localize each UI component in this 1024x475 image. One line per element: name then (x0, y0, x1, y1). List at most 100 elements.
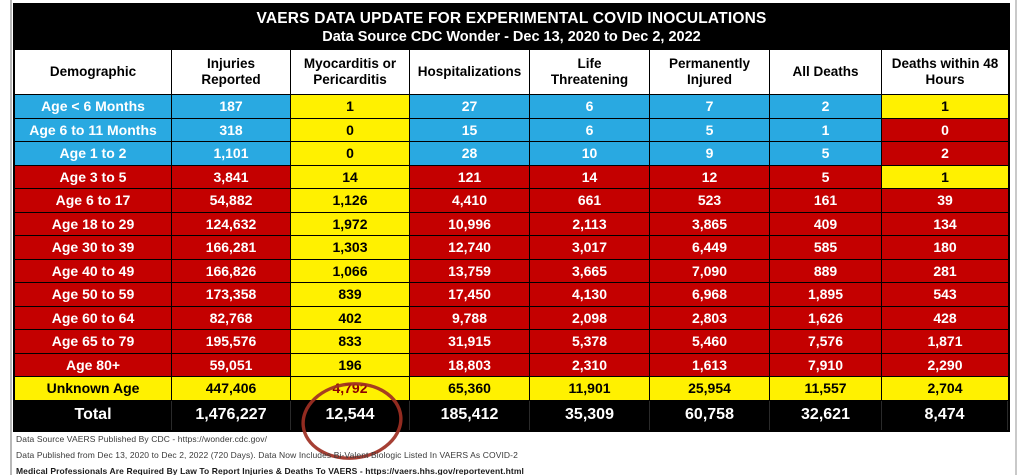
row-label: Age 80+ (15, 353, 172, 377)
right-edge-divider (1015, 0, 1017, 475)
value-cell: 447,406 (172, 377, 291, 401)
total-row: Total 1,476,227 12,544 185,412 35,309 60,758 3… (15, 400, 1008, 430)
value-cell: 5,460 (650, 330, 770, 354)
value-cell: 1 (291, 95, 410, 119)
table-row: Age < 6 Months 187 1 27 6 7 2 1 (15, 95, 1008, 119)
row-label: Age 18 to 29 (15, 212, 172, 236)
value-cell: 9 (650, 142, 770, 166)
value-cell: 0 (291, 118, 410, 142)
column-header: Permanently Injured (650, 50, 770, 95)
column-header: Injuries Reported (172, 50, 291, 95)
value-cell: 17,450 (410, 283, 530, 307)
table-body: Age < 6 Months 187 1 27 6 7 2 1 Age 6 to 11 Mont… (15, 95, 1008, 430)
value-cell: 5 (650, 118, 770, 142)
value-cell: 543 (882, 283, 1008, 307)
value-cell: 833 (291, 330, 410, 354)
value-cell: 1,476,227 (172, 400, 291, 430)
value-cell: 166,826 (172, 259, 291, 283)
value-cell: 3,865 (650, 212, 770, 236)
value-cell: 134 (882, 212, 1008, 236)
value-cell: 5,378 (530, 330, 650, 354)
value-cell: 124,632 (172, 212, 291, 236)
value-cell: 839 (291, 283, 410, 307)
value-cell: 14 (530, 165, 650, 189)
value-cell: 1,303 (291, 236, 410, 260)
row-label: Age 1 to 2 (15, 142, 172, 166)
footnote-data-published: Data Published from Dec 13, 2020 to Dec … (16, 450, 518, 461)
table-subtitle: Data Source CDC Wonder - Dec 13, 2020 to… (322, 29, 701, 45)
table-title: VAERS DATA UPDATE FOR EXPERIMENTAL COVID… (256, 10, 767, 27)
value-cell: 428 (882, 306, 1008, 330)
value-cell: 318 (172, 118, 291, 142)
value-cell: 3,841 (172, 165, 291, 189)
value-cell: 7,576 (770, 330, 882, 354)
value-cell: 173,358 (172, 283, 291, 307)
footnote-reporting-law: Medical Professionals Are Required By La… (16, 466, 524, 475)
column-header: Demographic (15, 50, 172, 95)
value-cell: 7,090 (650, 259, 770, 283)
row-label: Unknown Age (15, 377, 172, 401)
row-label: Total (15, 400, 172, 430)
value-cell: 2 (770, 95, 882, 119)
value-cell: 1 (770, 118, 882, 142)
value-cell: 11,557 (770, 377, 882, 401)
value-cell: 6,968 (650, 283, 770, 307)
value-cell: 6,449 (650, 236, 770, 260)
vaers-data-table: VAERS DATA UPDATE FOR EXPERIMENTAL COVID… (13, 3, 1010, 432)
value-cell: 10,996 (410, 212, 530, 236)
value-cell: 1,613 (650, 353, 770, 377)
left-edge-divider (10, 0, 12, 475)
value-cell: 1,126 (291, 189, 410, 213)
value-cell: 2,803 (650, 306, 770, 330)
value-cell: 1 (882, 95, 1008, 119)
value-cell: 11,901 (530, 377, 650, 401)
value-cell: 187 (172, 95, 291, 119)
value-cell: 161 (770, 189, 882, 213)
table-row: Age 6 to 11 Months 318 0 15 6 5 1 0 (15, 118, 1008, 142)
value-cell: 14 (291, 165, 410, 189)
value-cell: 585 (770, 236, 882, 260)
value-cell: 12,740 (410, 236, 530, 260)
value-cell: 12,544 (291, 400, 410, 430)
value-cell: 27 (410, 95, 530, 119)
value-cell: 0 (291, 142, 410, 166)
value-cell: 4,410 (410, 189, 530, 213)
value-cell: 166,281 (172, 236, 291, 260)
value-cell: 2,290 (882, 353, 1008, 377)
value-cell: 3,017 (530, 236, 650, 260)
value-cell: 4,130 (530, 283, 650, 307)
table-row: Unknown Age 447,406 4,792 65,360 11,901 25,95… (15, 377, 1008, 401)
value-cell: 7 (650, 95, 770, 119)
value-cell: 523 (650, 189, 770, 213)
value-cell: 5 (770, 142, 882, 166)
table-row: Age 40 to 49 166,826 1,066 13,759 3,665 7,090… (15, 259, 1008, 283)
table-row: Age 50 to 59 173,358 839 17,450 4,130 6,968 1,… (15, 283, 1008, 307)
value-cell: 1,972 (291, 212, 410, 236)
column-header: Hospitalizations (410, 50, 530, 95)
value-cell: 10 (530, 142, 650, 166)
value-cell: 35,309 (530, 400, 650, 430)
value-cell: 5 (770, 165, 882, 189)
column-header: Life Threatening (530, 50, 650, 95)
value-cell: 82,768 (172, 306, 291, 330)
value-cell: 54,882 (172, 189, 291, 213)
value-cell: 180 (882, 236, 1008, 260)
value-cell: 25,954 (650, 377, 770, 401)
table-title-bar: VAERS DATA UPDATE FOR EXPERIMENTAL COVID… (15, 5, 1008, 50)
value-cell: 31,915 (410, 330, 530, 354)
value-cell: 195,576 (172, 330, 291, 354)
value-cell: 59,051 (172, 353, 291, 377)
value-cell: 1,066 (291, 259, 410, 283)
value-cell: 9,788 (410, 306, 530, 330)
value-cell: 2 (882, 142, 1008, 166)
value-cell: 0 (882, 118, 1008, 142)
value-cell: 12 (650, 165, 770, 189)
row-label: Age 40 to 49 (15, 259, 172, 283)
table-row: Age 3 to 5 3,841 14 121 14 12 5 1 (15, 165, 1008, 189)
value-cell: 8,474 (882, 400, 1008, 430)
table-row: Age 60 to 64 82,768 402 9,788 2,098 2,803 1,62… (15, 306, 1008, 330)
row-label: Age 3 to 5 (15, 165, 172, 189)
column-header: All Deaths (770, 50, 882, 95)
value-cell: 185,412 (410, 400, 530, 430)
table-row: Age 6 to 17 54,882 1,126 4,410 661 523 161 39 (15, 189, 1008, 213)
